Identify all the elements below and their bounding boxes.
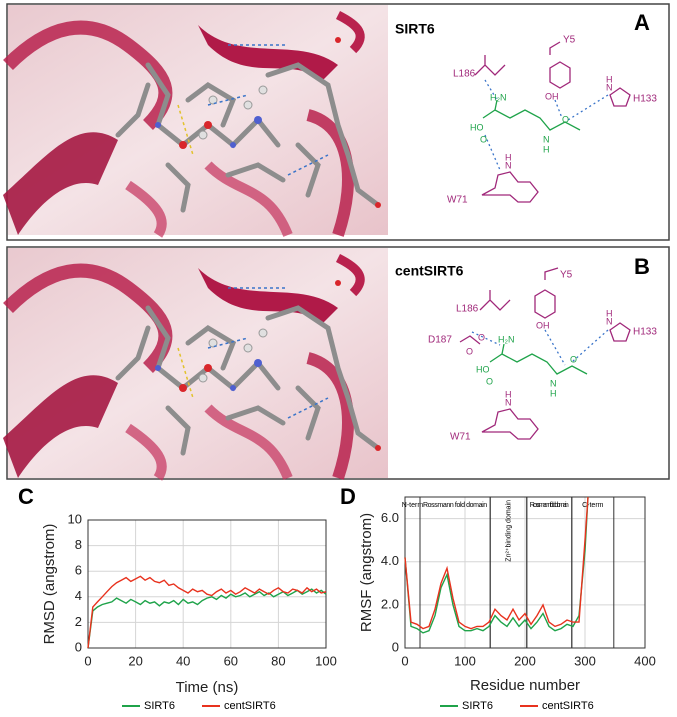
x-tick-label: 200 xyxy=(514,653,536,668)
x-tick-label: 0 xyxy=(84,653,91,668)
region-label: Zn²⁺binding domain xyxy=(505,500,512,562)
protein-render xyxy=(3,248,388,478)
y-tick-label: 2 xyxy=(75,614,82,629)
atom-label: N xyxy=(550,378,557,388)
y-tick-label: 6 xyxy=(75,563,82,578)
legend-label: centSIRT6 xyxy=(542,700,594,712)
atom-label: OH xyxy=(545,91,559,101)
region-label: N-term xyxy=(402,502,424,509)
x-tick-label: 60 xyxy=(224,653,238,668)
atom-label: O xyxy=(562,114,569,124)
atom-label: H xyxy=(606,74,613,84)
legend-label: centSIRT6 xyxy=(224,700,276,712)
ligand-diagram xyxy=(474,41,631,203)
atom-label: H xyxy=(505,152,512,162)
panel-label: C xyxy=(18,484,34,509)
residue-label: Y5 xyxy=(563,35,576,46)
residue-label: L186 xyxy=(456,304,479,315)
region-label: Rossmann fold domain xyxy=(530,502,569,509)
atom-label: N xyxy=(543,134,550,144)
x-tick-label: 20 xyxy=(128,653,142,668)
atom-label: O xyxy=(486,376,493,386)
data-line xyxy=(404,496,589,630)
x-axis-label: Residue number xyxy=(470,677,580,694)
residue-label: W71 xyxy=(450,432,471,443)
y-tick-label: 2.0 xyxy=(381,596,399,611)
panel-label: B xyxy=(634,254,650,279)
y-tick-label: 8 xyxy=(75,537,82,552)
panel-title: SIRT6 xyxy=(395,21,435,37)
residue-label: W71 xyxy=(447,195,468,206)
y-axis-label: RMSF (angstrom) xyxy=(358,513,375,632)
y-tick-label: 6.0 xyxy=(381,510,399,525)
atom-label: H₂N xyxy=(490,92,507,102)
data-line xyxy=(87,575,327,649)
region-label: Rossmann fold domain xyxy=(423,502,487,509)
atom-label: HO xyxy=(470,122,484,132)
atom-label: H xyxy=(505,389,512,399)
residue-label: H133 xyxy=(633,94,657,105)
x-tick-label: 100 xyxy=(315,653,337,668)
atom-label: O xyxy=(480,134,487,144)
x-tick-label: 300 xyxy=(574,653,596,668)
residue-label: L186 xyxy=(453,69,476,80)
x-axis-label: Time (ns) xyxy=(176,679,239,696)
y-tick-label: 0 xyxy=(75,639,82,654)
panel-label: A xyxy=(634,10,650,35)
y-tick-label: 4.0 xyxy=(381,553,399,568)
region-label: C-term xyxy=(582,502,604,509)
atom-label: N xyxy=(606,82,613,92)
legend-label: SIRT6 xyxy=(144,700,175,712)
x-tick-label: 80 xyxy=(271,653,285,668)
data-line xyxy=(87,588,327,649)
atom-label: H₂N xyxy=(498,334,515,344)
plot-frame xyxy=(87,519,327,649)
legend-label: SIRT6 xyxy=(462,700,493,712)
atom-label: O xyxy=(570,354,577,364)
protein-render xyxy=(3,5,388,235)
x-tick-label: 40 xyxy=(176,653,190,668)
residue-label: H133 xyxy=(633,327,657,338)
ligand-diagram xyxy=(459,267,631,440)
panel-label: D xyxy=(340,484,356,509)
residue-label: Y5 xyxy=(560,270,573,281)
y-tick-label: 4 xyxy=(75,588,82,603)
plot-frame xyxy=(404,496,646,649)
atom-label: H xyxy=(606,308,613,318)
x-tick-label: 0 xyxy=(401,653,408,668)
atom-label: O xyxy=(478,332,485,342)
panel-title: centSIRT6 xyxy=(395,263,464,279)
residue-label: D187 xyxy=(428,335,452,346)
atom-label: N xyxy=(606,316,613,326)
y-tick-label: 0 xyxy=(392,639,399,654)
atom-label: HO xyxy=(476,364,490,374)
atom-label: H xyxy=(550,388,557,398)
x-tick-label: 400 xyxy=(634,653,656,668)
data-line xyxy=(404,496,589,634)
atom-label: N xyxy=(505,397,512,407)
atom-label: H xyxy=(543,144,550,154)
atom-label: N xyxy=(505,160,512,170)
atom-label: O xyxy=(466,346,473,356)
y-axis-label: RMSD (angstrom) xyxy=(41,524,58,645)
atom-label: OH xyxy=(536,320,550,330)
y-tick-label: 10 xyxy=(68,511,82,526)
x-tick-label: 100 xyxy=(454,653,476,668)
